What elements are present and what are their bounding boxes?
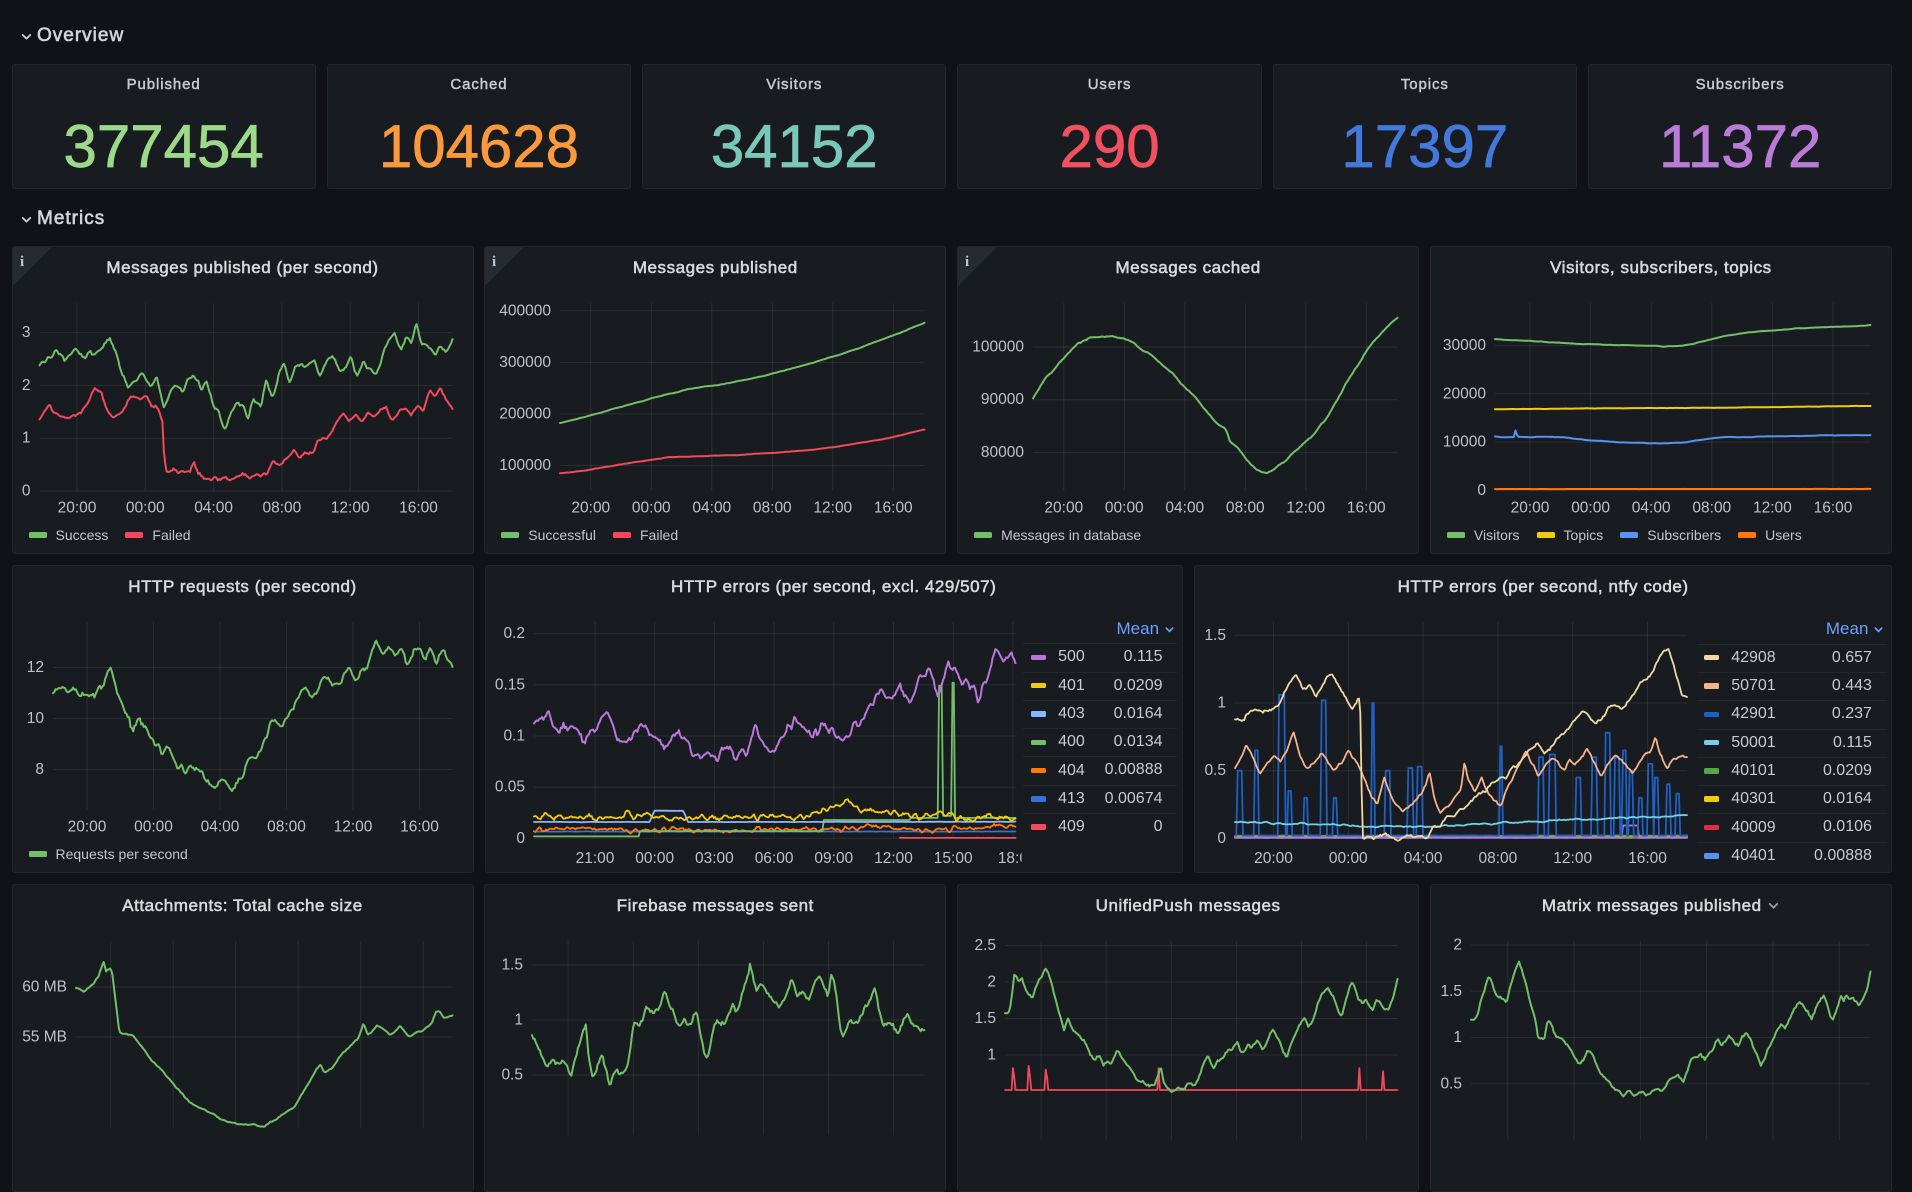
- svg-text:1.5: 1.5: [502, 957, 524, 974]
- svg-text:09:00: 09:00: [814, 850, 853, 867]
- svg-text:0.5: 0.5: [502, 1067, 524, 1084]
- svg-text:1.5: 1.5: [1204, 627, 1226, 644]
- svg-text:0.5: 0.5: [1204, 762, 1226, 779]
- svg-text:08:00: 08:00: [262, 500, 301, 517]
- svg-text:08:00: 08:00: [1478, 850, 1517, 867]
- svg-text:2: 2: [21, 377, 30, 394]
- svg-text:1: 1: [21, 430, 30, 447]
- svg-text:8: 8: [35, 761, 44, 778]
- svg-text:0: 0: [1477, 482, 1486, 499]
- svg-text:10: 10: [26, 710, 44, 727]
- svg-text:18:0: 18:0: [997, 850, 1028, 867]
- svg-text:08:00: 08:00: [1692, 500, 1731, 517]
- svg-text:04:00: 04:00: [200, 819, 239, 836]
- svg-text:12:00: 12:00: [330, 500, 369, 517]
- svg-text:00:00: 00:00: [632, 500, 671, 517]
- svg-text:1.5: 1.5: [975, 1010, 997, 1027]
- svg-text:i: i: [20, 254, 24, 270]
- svg-text:12:00: 12:00: [874, 850, 913, 867]
- svg-text:1: 1: [1453, 1029, 1462, 1046]
- svg-text:12:00: 12:00: [1753, 500, 1792, 517]
- svg-text:04:00: 04:00: [194, 500, 233, 517]
- svg-text:12:00: 12:00: [1553, 850, 1592, 867]
- svg-text:3: 3: [21, 324, 30, 341]
- svg-text:0.2: 0.2: [503, 625, 525, 642]
- svg-text:08:00: 08:00: [753, 500, 792, 517]
- svg-text:30000: 30000: [1443, 337, 1486, 354]
- svg-text:00:00: 00:00: [1105, 500, 1144, 517]
- svg-text:400000: 400000: [500, 302, 552, 319]
- svg-text:2: 2: [1453, 937, 1462, 954]
- svg-text:0.1: 0.1: [503, 728, 525, 745]
- svg-text:10000: 10000: [1443, 434, 1486, 451]
- svg-text:55 MB: 55 MB: [22, 1029, 67, 1046]
- svg-text:04:00: 04:00: [1632, 500, 1671, 517]
- svg-text:04:00: 04:00: [1404, 850, 1443, 867]
- svg-text:i: i: [492, 254, 496, 270]
- svg-text:16:00: 16:00: [1813, 500, 1852, 517]
- svg-text:12:00: 12:00: [814, 500, 853, 517]
- svg-text:0.15: 0.15: [494, 676, 524, 693]
- svg-text:60 MB: 60 MB: [22, 979, 67, 996]
- svg-text:00:00: 00:00: [134, 819, 173, 836]
- svg-text:16:00: 16:00: [1628, 850, 1667, 867]
- svg-text:00:00: 00:00: [125, 500, 164, 517]
- svg-text:12: 12: [26, 659, 43, 676]
- svg-text:06:00: 06:00: [754, 850, 793, 867]
- svg-text:80000: 80000: [981, 444, 1024, 461]
- svg-text:20:00: 20:00: [572, 500, 611, 517]
- svg-text:90000: 90000: [981, 391, 1024, 408]
- svg-text:0: 0: [21, 483, 30, 500]
- svg-text:1: 1: [1217, 695, 1226, 712]
- svg-text:20:00: 20:00: [1254, 850, 1293, 867]
- svg-text:2.5: 2.5: [975, 937, 997, 954]
- svg-text:20:00: 20:00: [1044, 500, 1083, 517]
- svg-text:12:00: 12:00: [1286, 500, 1325, 517]
- svg-text:00:00: 00:00: [1571, 500, 1610, 517]
- svg-text:20000: 20000: [1443, 385, 1486, 402]
- svg-text:0: 0: [516, 830, 525, 847]
- svg-text:16:00: 16:00: [399, 500, 438, 517]
- svg-text:300000: 300000: [500, 354, 552, 371]
- svg-text:08:00: 08:00: [267, 819, 306, 836]
- svg-text:100000: 100000: [972, 339, 1024, 356]
- svg-text:0.05: 0.05: [494, 779, 524, 796]
- svg-text:16:00: 16:00: [400, 819, 439, 836]
- svg-text:i: i: [965, 254, 969, 270]
- svg-text:15:00: 15:00: [933, 850, 972, 867]
- svg-text:100000: 100000: [500, 457, 552, 474]
- svg-text:16:00: 16:00: [874, 500, 913, 517]
- svg-text:04:00: 04:00: [693, 500, 732, 517]
- svg-text:04:00: 04:00: [1165, 500, 1204, 517]
- svg-text:200000: 200000: [500, 405, 552, 422]
- svg-text:0: 0: [1217, 830, 1226, 847]
- svg-text:2: 2: [987, 974, 996, 991]
- svg-text:20:00: 20:00: [1510, 500, 1549, 517]
- svg-text:12:00: 12:00: [333, 819, 372, 836]
- svg-text:1: 1: [987, 1047, 996, 1064]
- svg-text:1: 1: [515, 1012, 524, 1029]
- svg-text:20:00: 20:00: [67, 819, 106, 836]
- svg-text:16:00: 16:00: [1347, 500, 1386, 517]
- svg-text:03:00: 03:00: [695, 850, 734, 867]
- svg-text:08:00: 08:00: [1226, 500, 1265, 517]
- svg-text:20:00: 20:00: [57, 500, 96, 517]
- svg-text:00:00: 00:00: [1329, 850, 1368, 867]
- svg-text:00:00: 00:00: [635, 850, 674, 867]
- svg-text:21:00: 21:00: [575, 850, 614, 867]
- svg-text:1.5: 1.5: [1440, 983, 1462, 1000]
